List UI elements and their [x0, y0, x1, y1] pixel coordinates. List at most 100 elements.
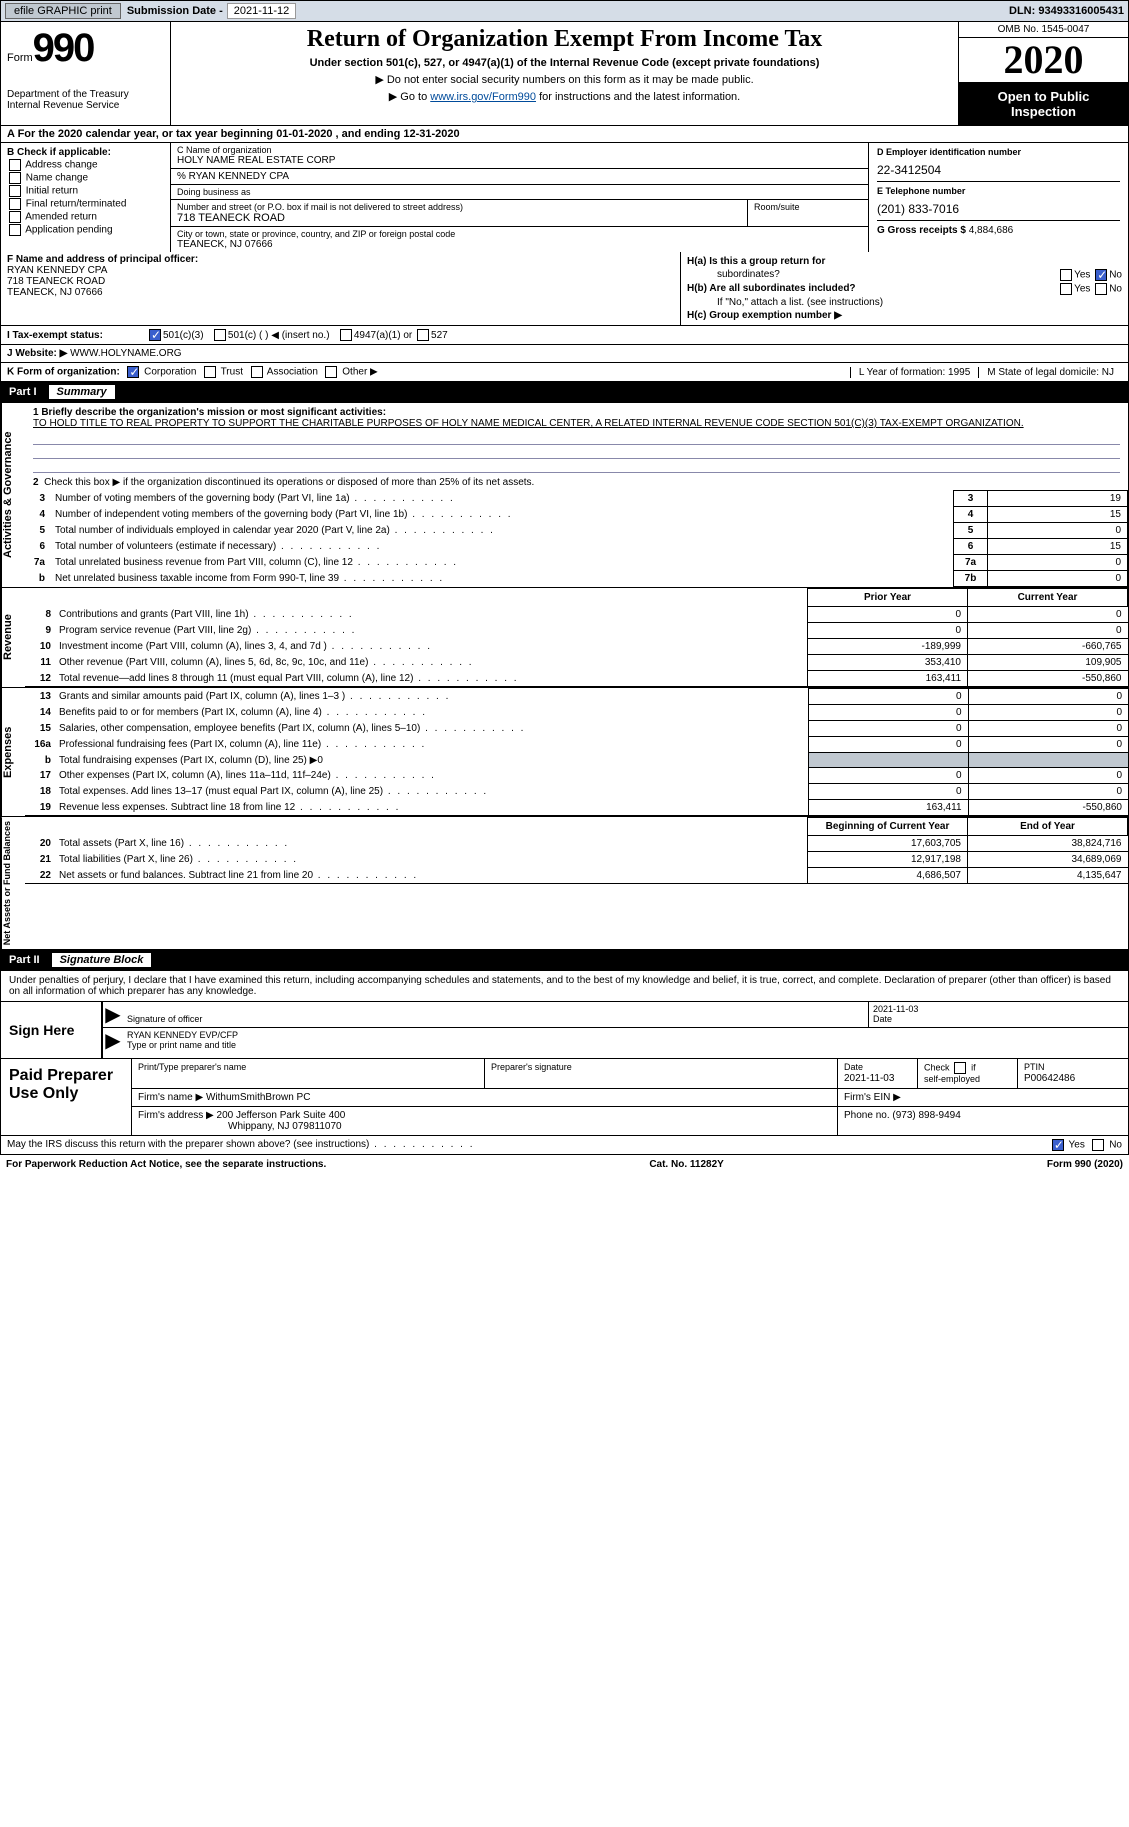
header-right: OMB No. 1545-0047 2020 Open to Public In… — [958, 22, 1128, 125]
mission-block: 1 Briefly describe the organization's mi… — [25, 403, 1128, 431]
chk-4947[interactable] — [340, 329, 352, 341]
insp-line1: Open to Public — [998, 89, 1090, 104]
chk-association[interactable] — [251, 366, 263, 378]
chk-application-pending[interactable]: Application pending — [7, 224, 164, 236]
chk-trust[interactable] — [204, 366, 216, 378]
sign-here-block: Sign Here ▶ Signature of officer 2021-11… — [0, 1001, 1129, 1059]
vtab-netassets: Net Assets or Fund Balances — [1, 817, 25, 949]
chk-amended-return[interactable]: Amended return — [7, 211, 164, 223]
governance-section: Activities & Governance 1 Briefly descri… — [0, 403, 1129, 588]
hb-note: If "No," attach a list. (see instruction… — [687, 297, 1122, 308]
chk-527[interactable] — [417, 329, 429, 341]
mission-text: TO HOLD TITLE TO REAL PROPERTY TO SUPPOR… — [33, 418, 1024, 429]
irs-link[interactable]: www.irs.gov/Form990 — [430, 91, 536, 103]
paid-preparer-block: Paid Preparer Use Only Print/Type prepar… — [0, 1059, 1129, 1136]
arrow-icon: ▶ — [103, 1028, 123, 1053]
form-note-2: ▶ Go to www.irs.gov/Form990 for instruct… — [179, 90, 950, 103]
form-note-1: ▶ Do not enter social security numbers o… — [179, 73, 950, 86]
room-cell: Room/suite — [748, 200, 868, 226]
table-row: 3Number of voting members of the governi… — [25, 491, 1128, 507]
efile-print-button[interactable]: efile GRAPHIC print — [5, 3, 121, 19]
paid-preparer-label: Paid Preparer Use Only — [1, 1059, 131, 1135]
hdr-boy: Beginning of Current Year — [808, 818, 968, 836]
table-row: 4Number of independent voting members of… — [25, 507, 1128, 523]
row-a-text: A For the 2020 calendar year, or tax yea… — [7, 128, 460, 140]
table-row: 10Investment income (Part VIII, column (… — [25, 639, 1128, 655]
officer-city: TEANECK, NJ 07666 — [7, 287, 103, 298]
row-i-tax-status: I Tax-exempt status: 501(c)(3) 501(c) ( … — [0, 326, 1129, 345]
signature-field[interactable]: Signature of officer — [123, 1002, 868, 1027]
m-state-domicile: M State of legal domicile: NJ — [978, 367, 1122, 378]
chk-self-employed[interactable] — [954, 1062, 966, 1074]
preparer-sig-cell: Preparer's signature — [485, 1059, 838, 1088]
part1-header: Part I Summary — [0, 382, 1129, 403]
street-value: 718 TEANECK ROAD — [177, 212, 741, 224]
line-2: 2 Check this box ▶ if the organization d… — [25, 473, 1128, 490]
signature-intro: Under penalties of perjury, I declare th… — [0, 971, 1129, 1001]
firm-address-cell: Firm's address ▶ 200 Jefferson Park Suit… — [132, 1107, 838, 1135]
form-title: Return of Organization Exempt From Incom… — [179, 26, 950, 53]
chk-final-return[interactable]: Final return/terminated — [7, 198, 164, 210]
ptin-cell: PTINP00642486 — [1018, 1059, 1128, 1088]
header-center: Return of Organization Exempt From Incom… — [171, 22, 958, 125]
org-name-cell: C Name of organization HOLY NAME REAL ES… — [171, 143, 868, 169]
vtab-governance: Activities & Governance — [1, 403, 25, 587]
row-j-website: J Website: ▶ WWW.HOLYNAME.ORG — [0, 345, 1129, 363]
table-row: 17Other expenses (Part IX, column (A), l… — [25, 768, 1128, 784]
room-caption: Room/suite — [754, 202, 862, 212]
ein-caption: D Employer identification number — [877, 147, 1120, 157]
gross-receipts-caption: G Gross receipts $ — [877, 225, 966, 236]
org-name-caption: C Name of organization — [177, 145, 862, 155]
section-fh: F Name and address of principal officer:… — [0, 252, 1129, 326]
paperwork-notice: For Paperwork Reduction Act Notice, see … — [6, 1159, 326, 1170]
footer: For Paperwork Reduction Act Notice, see … — [0, 1155, 1129, 1174]
ha-yes-chk[interactable] — [1060, 269, 1072, 281]
mission-label: 1 Briefly describe the organization's mi… — [33, 407, 386, 418]
may-discuss-text: May the IRS discuss this return with the… — [7, 1139, 369, 1150]
hb-no-chk[interactable] — [1095, 283, 1107, 295]
revenue-table: Prior YearCurrent Year 8Contributions an… — [25, 588, 1128, 687]
hdr-eoy: End of Year — [968, 818, 1128, 836]
ha-label: H(a) Is this a group return for — [687, 256, 825, 267]
chk-other[interactable] — [325, 366, 337, 378]
blank-line — [33, 431, 1120, 445]
column-b: B Check if applicable: Address change Na… — [1, 143, 171, 252]
may-yes-chk[interactable] — [1052, 1139, 1064, 1151]
chk-initial-return[interactable]: Initial return — [7, 185, 164, 197]
street-cell: Number and street (or P.O. box if mail i… — [171, 200, 748, 226]
part2-title: Signature Block — [52, 953, 152, 967]
printed-name-field: RYAN KENNEDY EVP/CFPType or print name a… — [123, 1028, 1128, 1053]
table-row: 18Total expenses. Add lines 13–17 (must … — [25, 784, 1128, 800]
expenses-table: 13Grants and similar amounts paid (Part … — [25, 688, 1128, 816]
preparer-name-cell: Print/Type preparer's name — [132, 1059, 485, 1088]
table-row: 8Contributions and grants (Part VIII, li… — [25, 607, 1128, 623]
may-no-chk[interactable] — [1092, 1139, 1104, 1151]
f-officer: F Name and address of principal officer:… — [1, 252, 681, 325]
chk-501c3[interactable] — [149, 329, 161, 341]
open-inspection: Open to Public Inspection — [959, 83, 1128, 125]
b-header: B Check if applicable: — [7, 147, 164, 158]
row-k-org-form: K Form of organization: Corporation Trus… — [0, 363, 1129, 382]
hb-yes-chk[interactable] — [1060, 283, 1072, 295]
row-a-tax-year: A For the 2020 calendar year, or tax yea… — [0, 126, 1129, 143]
city-caption: City or town, state or province, country… — [177, 229, 862, 239]
table-row: 12Total revenue—add lines 8 through 11 (… — [25, 671, 1128, 687]
chk-501c[interactable] — [214, 329, 226, 341]
form-header: Form990 Department of the Treasury Inter… — [0, 22, 1129, 126]
dba-caption: Doing business as — [177, 187, 862, 197]
form-number: 990 — [33, 26, 94, 70]
topbar: efile GRAPHIC print Submission Date - 20… — [0, 0, 1129, 22]
chk-corporation[interactable] — [127, 366, 139, 378]
telephone-caption: E Telephone number — [877, 186, 1120, 196]
table-row: 21Total liabilities (Part X, line 26)12,… — [25, 852, 1128, 868]
chk-address-change[interactable]: Address change — [7, 159, 164, 171]
chk-name-change[interactable]: Name change — [7, 172, 164, 184]
ha-sub: subordinates? — [687, 269, 780, 281]
revenue-section: Revenue Prior YearCurrent Year 8Contribu… — [0, 588, 1129, 688]
submission-date-label: Submission Date - — [127, 5, 223, 17]
ha-no-chk[interactable] — [1095, 269, 1107, 281]
sign-here-label: Sign Here — [1, 1002, 101, 1058]
table-row: bNet unrelated business taxable income f… — [25, 571, 1128, 587]
table-row: 5Total number of individuals employed in… — [25, 523, 1128, 539]
hdr-current-year: Current Year — [968, 589, 1128, 607]
